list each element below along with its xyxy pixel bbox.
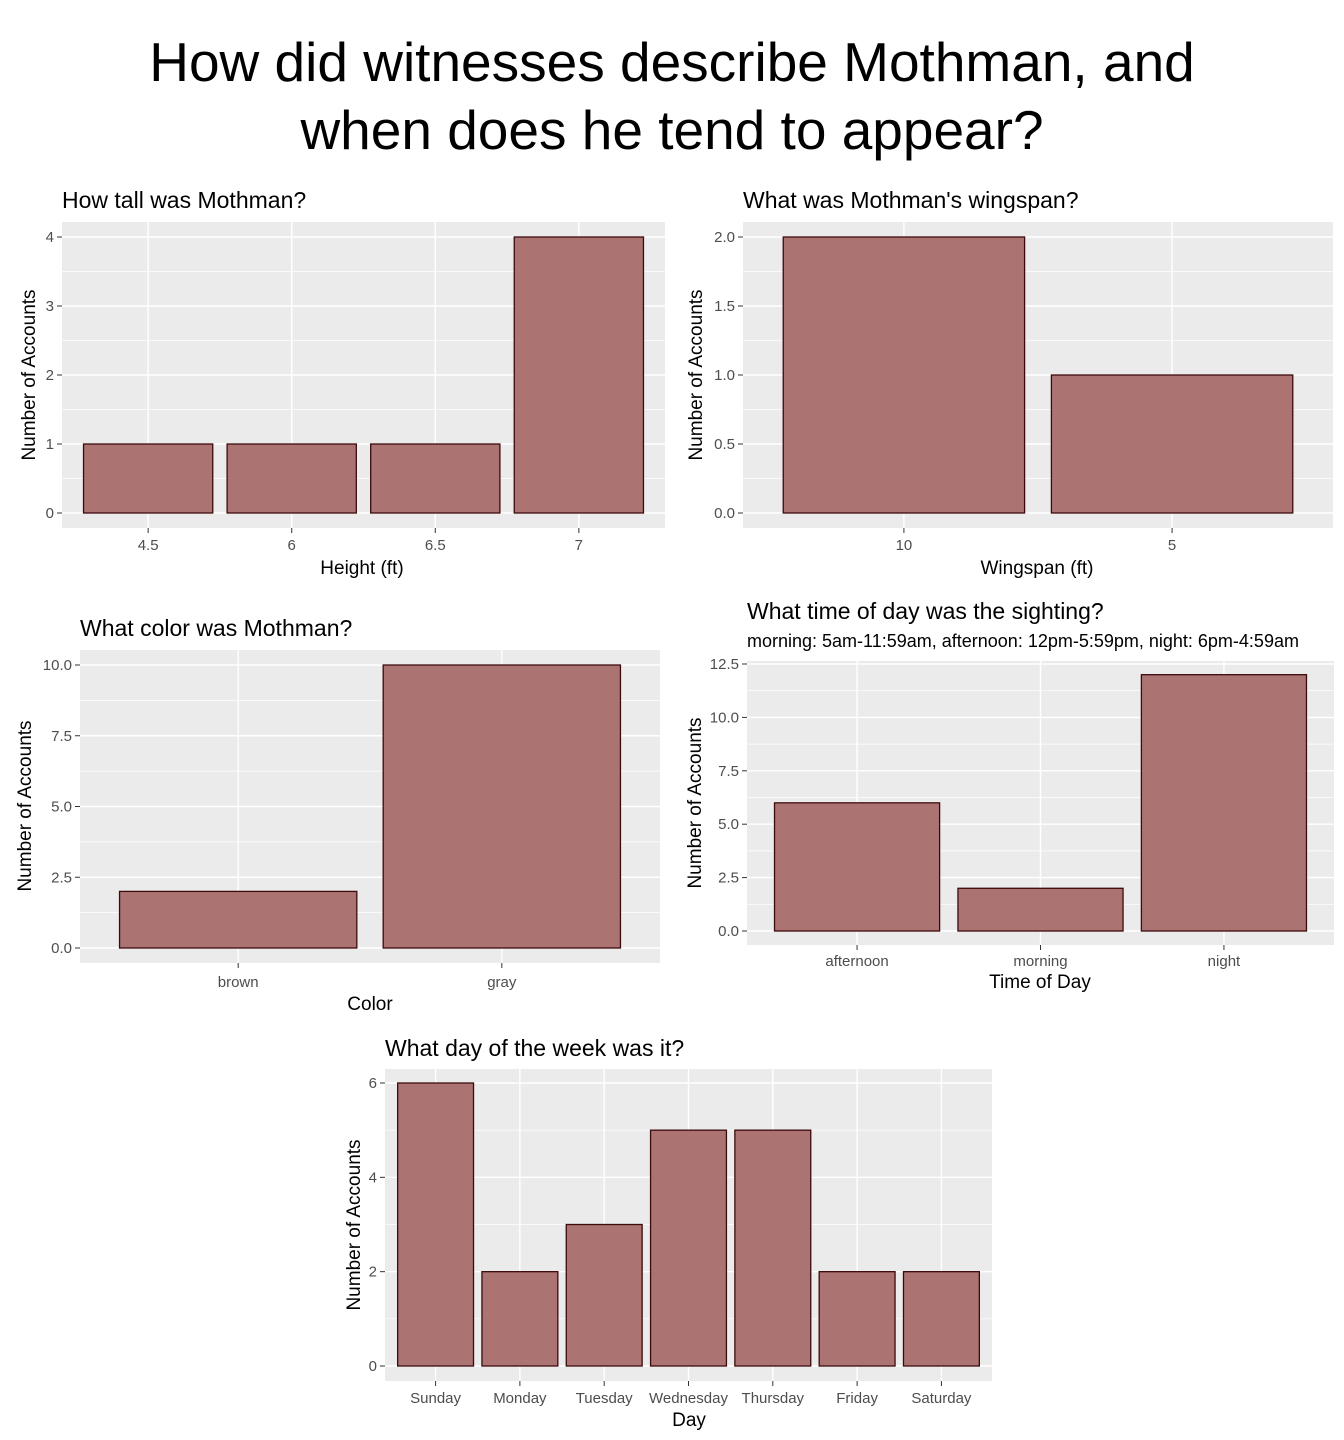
x-tick-label: 6 bbox=[288, 537, 296, 554]
y-axis-title: Number of Accounts bbox=[15, 720, 36, 891]
chart-title: How tall was Mothman? bbox=[62, 187, 306, 213]
y-tick-label: 5.0 bbox=[718, 816, 739, 833]
y-tick-label: 0 bbox=[369, 1358, 377, 1375]
chart-title: What was Mothman's wingspan? bbox=[743, 187, 1079, 213]
bar-tuesday bbox=[565, 1223, 643, 1367]
x-axis-title: Day bbox=[672, 1410, 706, 1431]
y-tick-label: 0.0 bbox=[714, 505, 735, 522]
x-axis-title: Wingspan (ft) bbox=[981, 558, 1094, 579]
y-tick-label: 0.0 bbox=[51, 940, 72, 957]
bar-7 bbox=[513, 236, 645, 514]
y-axis-title: Number of Accounts bbox=[686, 289, 707, 460]
bar-gray bbox=[382, 664, 622, 949]
x-tick-label: gray bbox=[487, 974, 517, 991]
chart-height: How tall was Mothman? Height (ft) Number… bbox=[19, 187, 665, 579]
bar-10 bbox=[782, 236, 1026, 514]
bar-monday bbox=[481, 1271, 559, 1367]
bar-morning bbox=[957, 887, 1124, 932]
chart-wingspan: What was Mothman's wingspan? Wingspan (f… bbox=[686, 187, 1333, 579]
y-tick-label: 0 bbox=[46, 505, 54, 522]
bar-sunday bbox=[396, 1082, 475, 1367]
y-tick-label: 2 bbox=[46, 367, 54, 384]
chart-color: What color was Mothman? Color Number of … bbox=[15, 615, 660, 1015]
y-axis-title: Number of Accounts bbox=[344, 1139, 365, 1310]
x-tick-label: Thursday bbox=[742, 1390, 805, 1407]
x-tick-label: Monday bbox=[493, 1390, 547, 1407]
bar-brown bbox=[118, 890, 358, 949]
y-tick-label: 12.5 bbox=[710, 656, 739, 673]
bar-6 bbox=[226, 443, 357, 514]
bar-4.5 bbox=[82, 443, 214, 514]
y-tick-label: 2.5 bbox=[51, 869, 72, 886]
bar-wednesday bbox=[649, 1129, 728, 1367]
y-tick-label: 0.0 bbox=[718, 923, 739, 940]
page-title-line-2: when does he tend to appear? bbox=[300, 99, 1044, 161]
x-tick-label: 5 bbox=[1168, 537, 1176, 554]
bar-thursday bbox=[734, 1129, 812, 1367]
y-axis-title: Number of Accounts bbox=[19, 289, 40, 460]
x-tick-label: 10 bbox=[896, 537, 913, 554]
x-tick-label: night bbox=[1208, 953, 1241, 970]
y-axis-title: Number of Accounts bbox=[685, 717, 706, 888]
y-tick-label: 3 bbox=[46, 298, 54, 315]
y-tick-label: 4 bbox=[46, 229, 54, 246]
bar-5 bbox=[1050, 374, 1294, 514]
y-tick-label: 2 bbox=[369, 1264, 377, 1281]
y-tick-label: 7.5 bbox=[51, 728, 72, 745]
x-tick-label: afternoon bbox=[825, 953, 888, 970]
x-tick-label: morning bbox=[1013, 953, 1067, 970]
chart-weekday: What day of the week was it? Day Number … bbox=[344, 1035, 992, 1431]
x-tick-label: Wednesday bbox=[649, 1390, 728, 1407]
x-tick-label: 4.5 bbox=[138, 537, 159, 554]
x-axis-title: Height (ft) bbox=[320, 558, 403, 579]
bar-night bbox=[1140, 674, 1308, 932]
y-tick-label: 1 bbox=[46, 436, 54, 453]
x-tick-label: Saturday bbox=[911, 1390, 972, 1407]
bar-6.5 bbox=[370, 443, 501, 514]
y-tick-label: 5.0 bbox=[51, 799, 72, 816]
x-tick-label: brown bbox=[218, 974, 259, 991]
y-tick-label: 10.0 bbox=[43, 657, 72, 674]
x-axis-title: Time of Day bbox=[989, 972, 1091, 993]
bar-friday bbox=[818, 1271, 896, 1367]
y-tick-label: 4 bbox=[369, 1169, 377, 1186]
y-tick-label: 10.0 bbox=[710, 709, 739, 726]
chart-time-of-day: What time of day was the sighting? morni… bbox=[685, 598, 1334, 993]
x-tick-label: 7 bbox=[575, 537, 583, 554]
bar-afternoon bbox=[773, 802, 941, 932]
bar-saturday bbox=[902, 1271, 981, 1367]
page-title: How did witnesses describe Mothman, and … bbox=[0, 28, 1344, 164]
page-title-line-1: How did witnesses describe Mothman, and bbox=[149, 31, 1195, 93]
y-tick-label: 2.5 bbox=[718, 870, 739, 887]
y-tick-label: 1.5 bbox=[714, 298, 735, 315]
x-tick-label: Tuesday bbox=[576, 1390, 633, 1407]
x-tick-label: Friday bbox=[836, 1390, 878, 1407]
chart-title: What time of day was the sighting? bbox=[747, 598, 1104, 624]
y-tick-label: 0.5 bbox=[714, 436, 735, 453]
x-tick-label: 6.5 bbox=[425, 537, 446, 554]
y-tick-label: 7.5 bbox=[718, 763, 739, 780]
y-tick-label: 2.0 bbox=[714, 229, 735, 246]
chart-title: What color was Mothman? bbox=[80, 615, 352, 641]
x-axis-title: Color bbox=[347, 994, 393, 1015]
y-tick-label: 1.0 bbox=[714, 367, 735, 384]
chart-subtitle: morning: 5am-11:59am, afternoon: 12pm-5:… bbox=[747, 631, 1299, 651]
x-tick-label: Sunday bbox=[410, 1390, 461, 1407]
y-tick-label: 6 bbox=[369, 1075, 377, 1092]
chart-title: What day of the week was it? bbox=[385, 1035, 684, 1061]
